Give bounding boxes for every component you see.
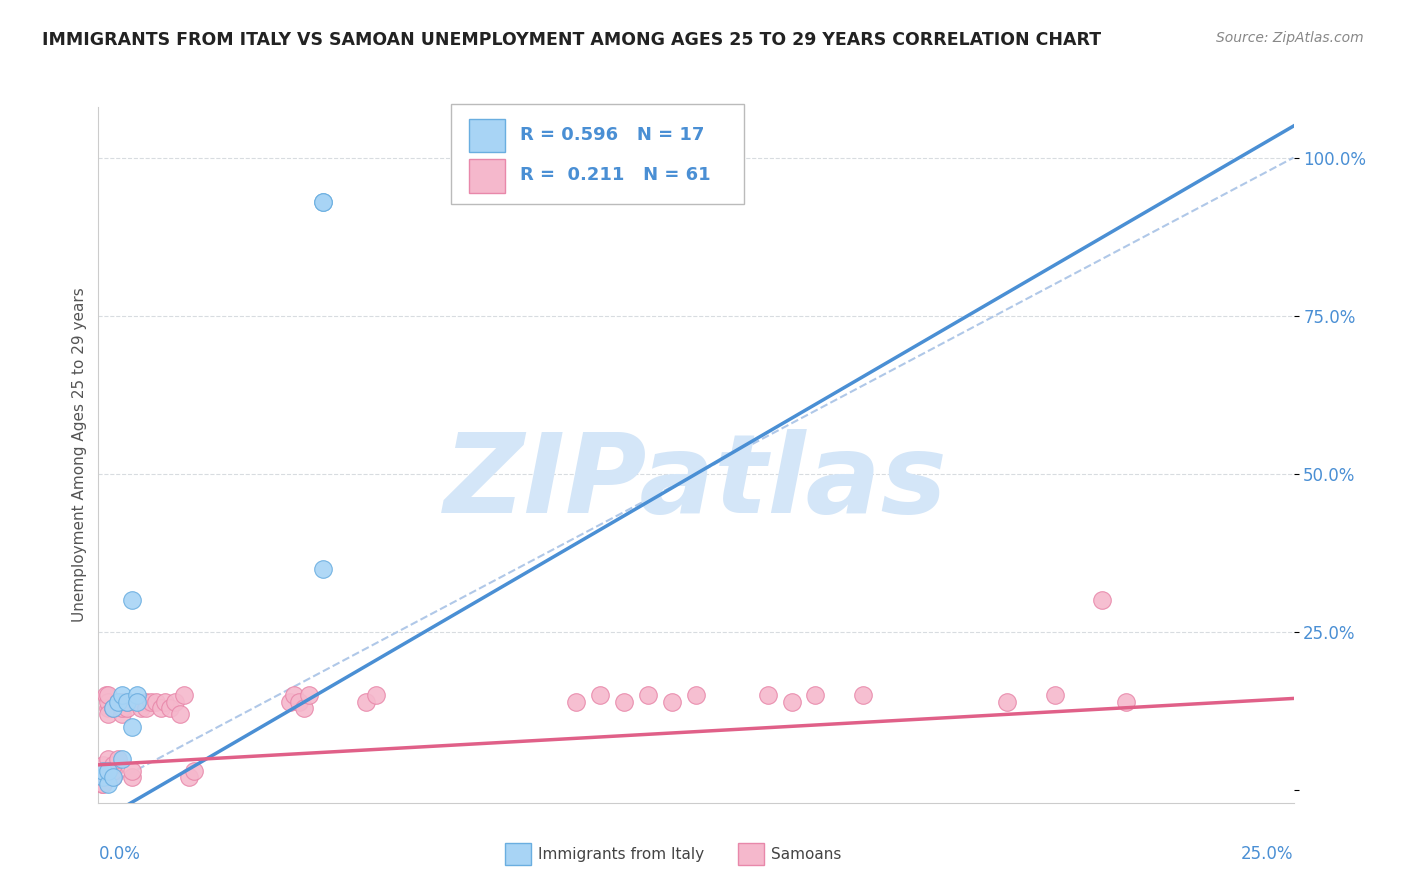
Y-axis label: Unemployment Among Ages 25 to 29 years: Unemployment Among Ages 25 to 29 years (72, 287, 87, 623)
Point (283, 688, 305, 702)
Point (1043, 688, 1066, 702)
Point (97, 764, 120, 779)
Point (91, 764, 114, 779)
Point (131, 701, 153, 715)
Text: Samoans: Samoans (772, 847, 842, 862)
Point (298, 688, 321, 702)
Point (90, 777, 112, 791)
Point (135, 695, 157, 709)
Point (101, 764, 124, 779)
Point (995, 695, 1018, 709)
Point (565, 695, 588, 709)
Point (97, 707, 120, 722)
Point (111, 695, 134, 709)
Point (111, 701, 134, 715)
Point (90, 771, 112, 785)
Point (637, 688, 659, 702)
Point (613, 695, 636, 709)
Point (756, 688, 779, 702)
Point (91, 777, 114, 791)
Point (91, 757, 114, 772)
Point (804, 688, 827, 702)
Point (145, 695, 167, 709)
FancyBboxPatch shape (451, 103, 744, 204)
Point (121, 593, 143, 607)
Point (179, 771, 201, 785)
Text: ZIPatlas: ZIPatlas (444, 429, 948, 536)
Point (661, 695, 683, 709)
FancyBboxPatch shape (738, 843, 763, 865)
Point (288, 695, 311, 709)
Point (121, 720, 143, 734)
Point (111, 707, 134, 722)
Text: R =  0.211   N = 61: R = 0.211 N = 61 (520, 166, 711, 184)
Point (780, 695, 803, 709)
Point (101, 771, 124, 785)
Point (91, 771, 114, 785)
Point (91, 764, 114, 779)
Point (97, 777, 120, 791)
Point (149, 701, 172, 715)
Point (97, 695, 120, 709)
Point (292, 701, 315, 715)
Point (1115, 695, 1137, 709)
Point (159, 701, 181, 715)
Point (125, 695, 148, 709)
Point (155, 695, 177, 709)
Point (107, 695, 129, 709)
Text: R = 0.596   N = 17: R = 0.596 N = 17 (520, 126, 704, 144)
Point (169, 707, 191, 722)
Point (97, 688, 120, 702)
Point (121, 764, 143, 779)
Point (173, 688, 195, 702)
Point (115, 695, 138, 709)
Point (163, 695, 186, 709)
Point (364, 688, 387, 702)
Point (685, 688, 707, 702)
Point (101, 701, 124, 715)
Text: Immigrants from Italy: Immigrants from Italy (538, 847, 704, 862)
Point (94, 688, 117, 702)
Text: 0.0%: 0.0% (98, 845, 141, 863)
Point (125, 688, 148, 702)
Text: IMMIGRANTS FROM ITALY VS SAMOAN UNEMPLOYMENT AMONG AGES 25 TO 29 YEARS CORRELATI: IMMIGRANTS FROM ITALY VS SAMOAN UNEMPLOY… (42, 31, 1101, 49)
Point (183, 764, 205, 779)
Point (115, 701, 138, 715)
Point (107, 751, 129, 765)
Point (312, 194, 335, 209)
Text: Source: ZipAtlas.com: Source: ZipAtlas.com (1216, 31, 1364, 45)
Point (278, 695, 301, 709)
Point (111, 688, 134, 702)
FancyBboxPatch shape (470, 159, 505, 193)
Point (91, 771, 114, 785)
Point (135, 701, 157, 715)
Text: 25.0%: 25.0% (1241, 845, 1294, 863)
Point (354, 695, 377, 709)
Point (312, 562, 335, 576)
Point (312, 194, 335, 209)
Point (589, 688, 612, 702)
Point (125, 695, 148, 709)
Point (91, 771, 114, 785)
Point (101, 771, 124, 785)
Point (101, 701, 124, 715)
Point (1091, 593, 1114, 607)
Point (115, 695, 138, 709)
Point (97, 751, 120, 765)
Point (139, 695, 162, 709)
FancyBboxPatch shape (470, 119, 505, 153)
Point (97, 701, 120, 715)
Point (107, 695, 129, 709)
Point (852, 688, 875, 702)
Point (111, 751, 134, 765)
FancyBboxPatch shape (505, 843, 531, 865)
Point (101, 757, 124, 772)
Point (121, 771, 143, 785)
